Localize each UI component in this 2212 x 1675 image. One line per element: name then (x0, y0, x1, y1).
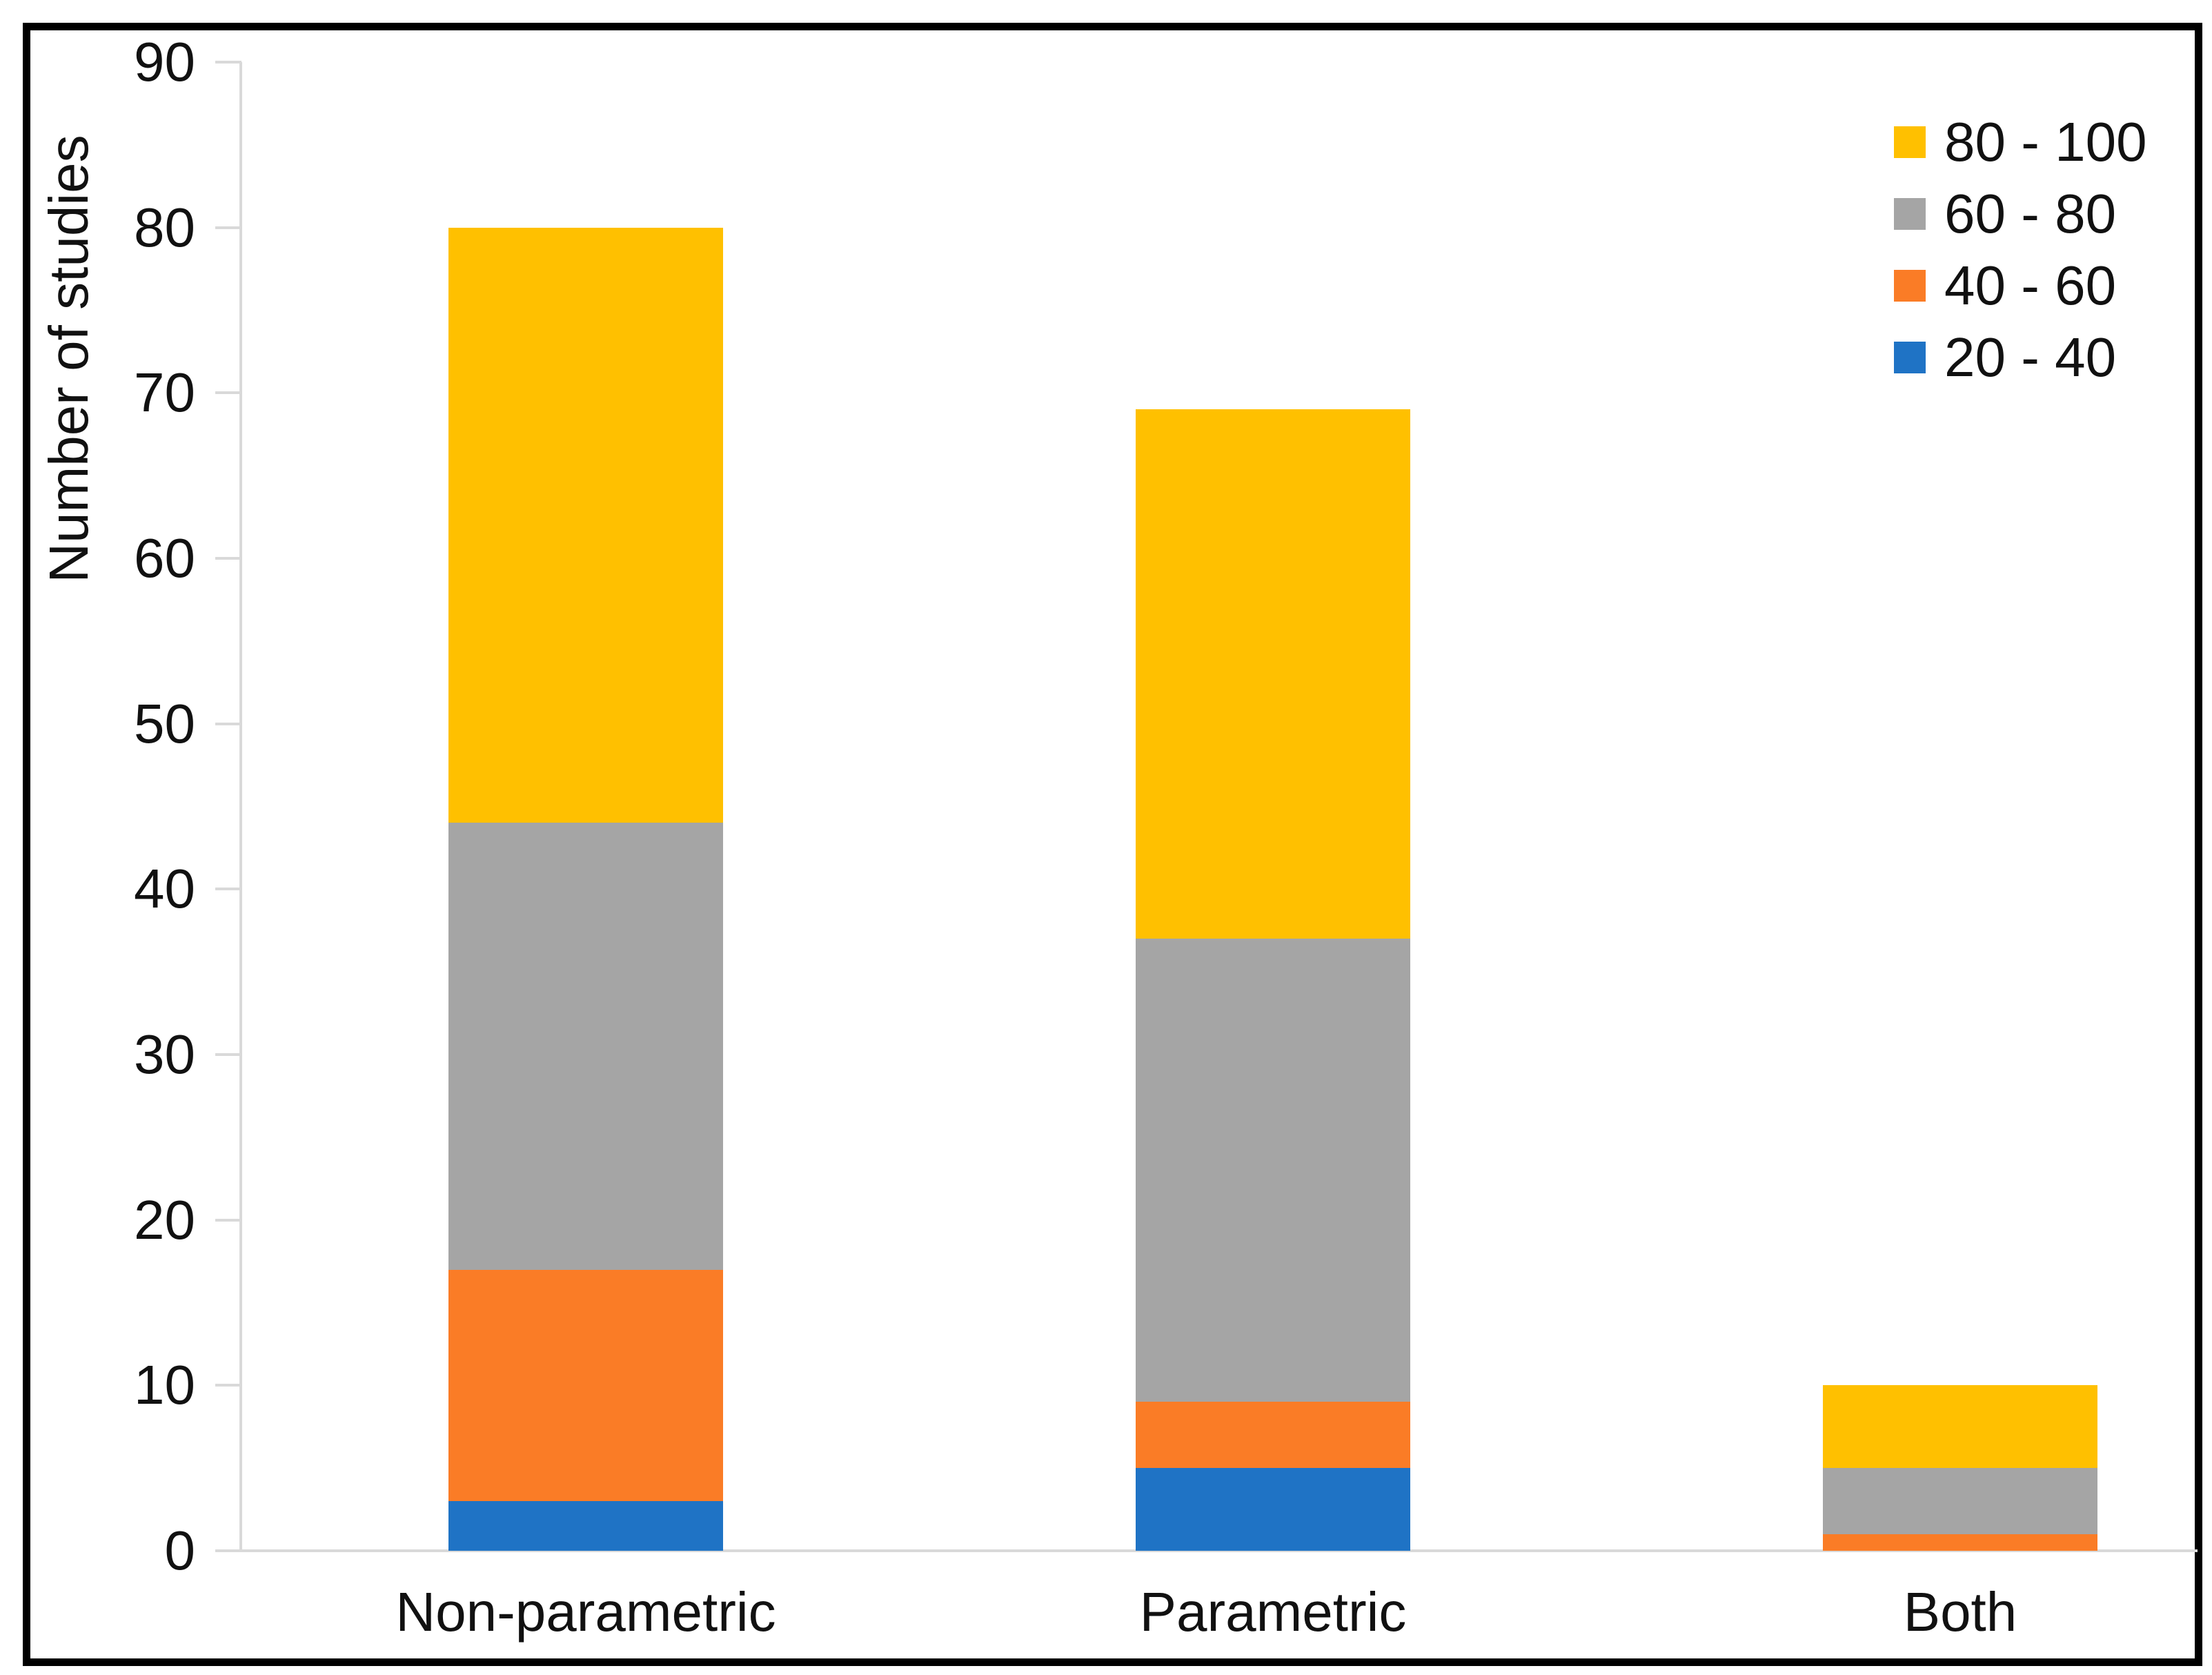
legend-label: 80 - 100 (1944, 111, 2147, 173)
legend-swatch-20-40 (1894, 342, 1926, 373)
y-tick-mark (215, 1384, 241, 1387)
x-category-label-both: Both (1903, 1581, 2017, 1643)
y-tick-mark (215, 1053, 241, 1056)
legend-label: 40 - 60 (1944, 255, 2117, 316)
x-axis-line (241, 1549, 2198, 1552)
bar-segment-non-parametric-60-80 (448, 823, 723, 1270)
y-tick-mark (215, 391, 241, 394)
y-axis-line (239, 62, 242, 1551)
y-tick-mark (215, 557, 241, 560)
y-tick-mark (215, 1219, 241, 1222)
x-category-label-parametric: Parametric (1139, 1581, 1407, 1643)
bar-segment-parametric-60-80 (1136, 939, 1410, 1402)
legend-swatch-40-60 (1894, 270, 1926, 302)
bar-segment-parametric-40-60 (1136, 1402, 1410, 1468)
y-tick-mark (215, 723, 241, 725)
x-category-label-non-parametric: Non-parametric (395, 1581, 776, 1643)
y-tick-mark (215, 1549, 241, 1552)
bar-segment-both-60-80 (1823, 1468, 2097, 1534)
y-tick-mark (215, 888, 241, 890)
bar-segment-non-parametric-20-40 (448, 1501, 723, 1551)
y-tick-label: 70 (134, 362, 195, 423)
y-tick-label: 40 (134, 858, 195, 919)
legend-swatch-80-100 (1894, 126, 1926, 158)
bar-segment-both-40-60 (1823, 1534, 2097, 1551)
y-tick-mark (215, 226, 241, 229)
bar-segment-both-80-100 (1823, 1385, 2097, 1468)
y-tick-mark (215, 61, 241, 63)
y-tick-label: 80 (134, 197, 195, 258)
y-tick-label: 20 (134, 1189, 195, 1251)
bar-segment-non-parametric-40-60 (448, 1270, 723, 1501)
y-tick-label: 60 (134, 527, 195, 589)
y-tick-label: 0 (164, 1520, 196, 1581)
y-tick-label: 90 (134, 31, 195, 92)
legend-swatch-60-80 (1894, 198, 1926, 230)
bar-segment-non-parametric-80-100 (448, 228, 723, 823)
chart-outer-frame (23, 23, 2202, 1666)
y-tick-label: 50 (134, 693, 195, 754)
legend-label: 60 - 80 (1944, 183, 2117, 244)
bar-segment-parametric-80-100 (1136, 409, 1410, 939)
legend-label: 20 - 40 (1944, 326, 2117, 388)
bar-segment-parametric-20-40 (1136, 1468, 1410, 1551)
y-tick-label: 30 (134, 1023, 195, 1085)
y-tick-label: 10 (134, 1354, 195, 1416)
